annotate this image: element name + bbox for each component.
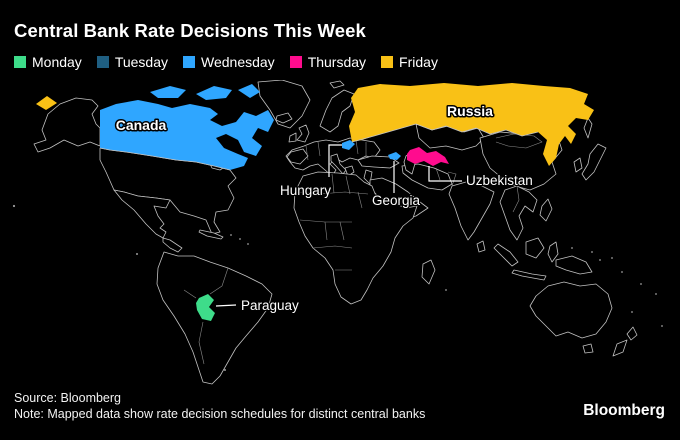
note-text: Note: Mapped data show rate decision sch… bbox=[14, 407, 426, 421]
italy-outline bbox=[330, 153, 347, 175]
mexico-outline bbox=[113, 189, 171, 239]
tasmania-outline bbox=[582, 343, 594, 354]
label-hungary: Hungary bbox=[280, 183, 331, 198]
central-america-outline bbox=[162, 237, 183, 253]
country-hungary bbox=[342, 140, 355, 150]
interior-borders bbox=[183, 133, 543, 365]
iran-outline bbox=[401, 163, 453, 191]
country-uzbekistan bbox=[407, 147, 449, 166]
label-georgia: Georgia bbox=[372, 193, 421, 208]
legend-label: Wednesday bbox=[201, 54, 275, 70]
kazakhstan-outline bbox=[415, 123, 485, 151]
label-paraguay: Paraguay bbox=[241, 298, 299, 313]
country-russia-chukotka bbox=[36, 96, 57, 110]
sri-lanka-outline bbox=[476, 240, 486, 253]
scandinavia-outline bbox=[319, 89, 355, 133]
legend-item-monday: Monday bbox=[14, 54, 82, 70]
country-canada bbox=[100, 100, 274, 170]
south-america-outline bbox=[156, 251, 273, 385]
wednesday-swatch bbox=[183, 56, 195, 68]
sumatra-outline bbox=[493, 243, 519, 267]
legend-item-thursday: Thursday bbox=[289, 54, 367, 70]
legend-label: Monday bbox=[32, 54, 82, 70]
country-canada-arctic-2 bbox=[196, 86, 232, 100]
legend-item-tuesday: Tuesday bbox=[96, 54, 168, 70]
greece-outline bbox=[344, 165, 355, 177]
philippines-outline bbox=[539, 198, 553, 222]
callout-lines bbox=[215, 144, 462, 307]
label-uzbekistan: Uzbekistan bbox=[466, 173, 533, 188]
country-canada-arctic-1 bbox=[150, 86, 186, 98]
source-text: Source: Bloomberg bbox=[14, 391, 122, 405]
continent-outlines bbox=[33, 80, 638, 385]
new-zealand-north-outline bbox=[626, 326, 638, 341]
label-russia: Russia bbox=[447, 103, 493, 119]
new-zealand-south-outline bbox=[612, 339, 628, 357]
legend-item-wednesday: Wednesday bbox=[183, 54, 275, 70]
africa-outline bbox=[293, 171, 418, 305]
country-fills bbox=[36, 83, 594, 321]
sakhalin-outline bbox=[583, 117, 593, 139]
page-title: Central Bank Rate Decisions This Week bbox=[14, 20, 366, 41]
java-outline bbox=[511, 269, 547, 281]
country-canada-arctic-3 bbox=[238, 84, 260, 98]
new-guinea-outline bbox=[555, 255, 593, 275]
cuba-outline bbox=[198, 229, 224, 240]
small-islands bbox=[12, 204, 663, 371]
monday-swatch bbox=[14, 56, 26, 68]
label-canada: Canada bbox=[116, 117, 167, 133]
country-labels: Canada Russia Hungary Georgia Uzbekistan… bbox=[114, 102, 534, 315]
border-overlays bbox=[99, 123, 539, 171]
sulawesi-outline bbox=[547, 241, 559, 263]
ireland-outline bbox=[288, 132, 297, 143]
legend-label: Tuesday bbox=[114, 54, 168, 70]
hungary-callout-line bbox=[328, 144, 342, 177]
country-paraguay bbox=[196, 294, 215, 321]
iceland-outline bbox=[275, 112, 293, 124]
bloomberg-logo: Bloomberg bbox=[583, 402, 665, 419]
thursday-swatch bbox=[289, 56, 302, 68]
australia-outline bbox=[529, 281, 613, 339]
madagascar-outline bbox=[421, 259, 436, 285]
country-russia bbox=[349, 83, 594, 166]
paraguay-callout-line bbox=[215, 304, 237, 307]
world-map: Canada Russia Hungary Georgia Uzbekistan… bbox=[12, 80, 663, 385]
iberia-outline bbox=[286, 148, 309, 165]
country-georgia bbox=[388, 152, 401, 160]
legend: Monday Tuesday Wednesday Thursday Friday bbox=[14, 54, 438, 70]
india-outline bbox=[448, 181, 495, 241]
tuesday-swatch bbox=[96, 56, 109, 68]
korea-outline bbox=[573, 157, 583, 173]
southeast-asia-outline bbox=[499, 185, 538, 241]
legend-label: Friday bbox=[399, 54, 438, 70]
japan-outline bbox=[581, 143, 607, 181]
uzbekistan-callout-line bbox=[428, 166, 462, 182]
greenland-outline bbox=[257, 80, 311, 129]
friday-swatch bbox=[381, 56, 394, 68]
legend-item-friday: Friday bbox=[381, 54, 438, 70]
svalbard-outline bbox=[329, 80, 345, 89]
alaska-outline bbox=[33, 97, 101, 153]
uk-outline bbox=[296, 124, 310, 143]
borneo-outline bbox=[525, 237, 545, 259]
legend-label: Thursday bbox=[307, 54, 367, 70]
